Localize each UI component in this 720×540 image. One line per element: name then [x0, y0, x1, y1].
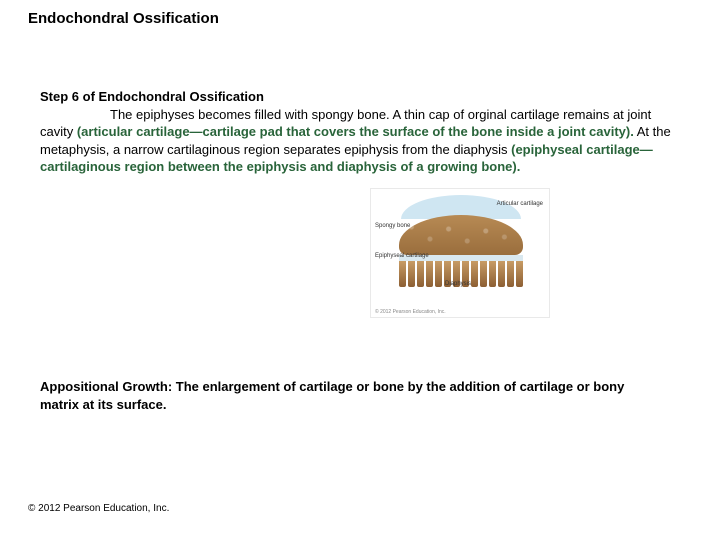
term-articular-cartilage: (articular cartilage—cartilage pad that …: [77, 124, 634, 139]
figure-label-articular: Articular cartilage: [497, 201, 543, 208]
figure-label-spongy: Spongy bone: [375, 223, 410, 230]
page-title: Endochondral Ossification: [28, 10, 219, 27]
spongy-bone-shape: [399, 215, 523, 255]
step-heading: Step 6 of Endochondral Ossification: [40, 89, 264, 104]
figure-label-diaphysis: Diaphysis: [445, 281, 471, 288]
figure-label-epiphyseal: Epiphyseal cartilage: [375, 253, 429, 260]
main-paragraph: Step 6 of Endochondral Ossification The …: [40, 88, 680, 176]
bone-figure: Articular cartilage Spongy bone Epiphyse…: [370, 188, 550, 318]
figure-copyright: © 2012 Pearson Education, Inc.: [375, 309, 446, 315]
page-copyright: © 2012 Pearson Education, Inc.: [28, 503, 169, 514]
appositional-growth-definition: Appositional Growth: The enlargement of …: [40, 378, 660, 413]
